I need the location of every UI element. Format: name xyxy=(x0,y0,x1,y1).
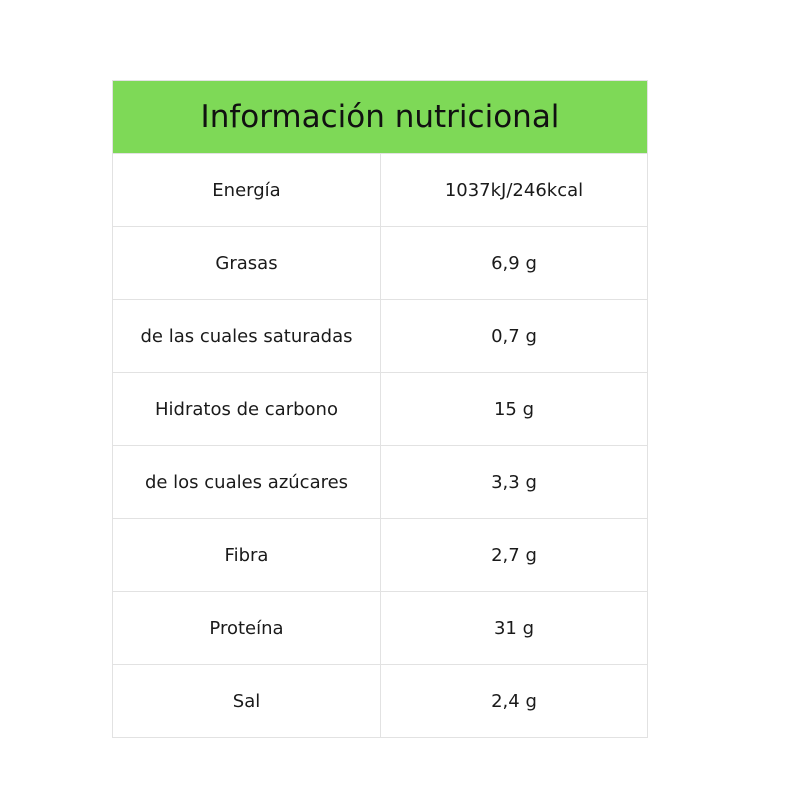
nutrient-label: Fibra xyxy=(224,544,269,566)
nutrient-label: Energía xyxy=(212,179,281,201)
nutrient-value: 1037kJ/246kcal xyxy=(380,154,647,226)
nutrient-value: 15 g xyxy=(380,373,647,445)
nutrient-value: 2,7 g xyxy=(380,519,647,591)
nutrient-label: Proteína xyxy=(209,617,284,639)
nutrient-label: Grasas xyxy=(215,252,278,274)
nutrient-value: 31 g xyxy=(380,592,647,664)
table-row: de los cuales azúcares 3,3 g xyxy=(113,445,647,518)
table-row: Energía 1037kJ/246kcal xyxy=(113,153,647,226)
nutrient-value: 2,4 g xyxy=(380,665,647,737)
table-row: de las cuales saturadas 0,7 g xyxy=(113,299,647,372)
table-row: Hidratos de carbono 15 g xyxy=(113,372,647,445)
nutrient-value: 0,7 g xyxy=(380,300,647,372)
nutrition-table: Información nutricional Energía 1037kJ/24… xyxy=(112,80,648,738)
nutrient-value: 3,3 g xyxy=(380,446,647,518)
nutrient-label: Hidratos de carbono xyxy=(155,398,338,420)
nutrient-label: Sal xyxy=(232,690,261,712)
table-row: Sal 2,4 g xyxy=(113,664,647,737)
nutrient-value: 6,9 g xyxy=(380,227,647,299)
table-row: Fibra 2,7 g xyxy=(113,518,647,591)
table-row: Grasas 6,9 g xyxy=(113,226,647,299)
nutrient-label: de los cuales azúcares xyxy=(144,471,349,493)
table-row: Proteína 31 g xyxy=(113,591,647,664)
nutrient-label: de las cuales saturadas xyxy=(140,325,353,347)
table-title: Información nutricional xyxy=(113,81,647,153)
